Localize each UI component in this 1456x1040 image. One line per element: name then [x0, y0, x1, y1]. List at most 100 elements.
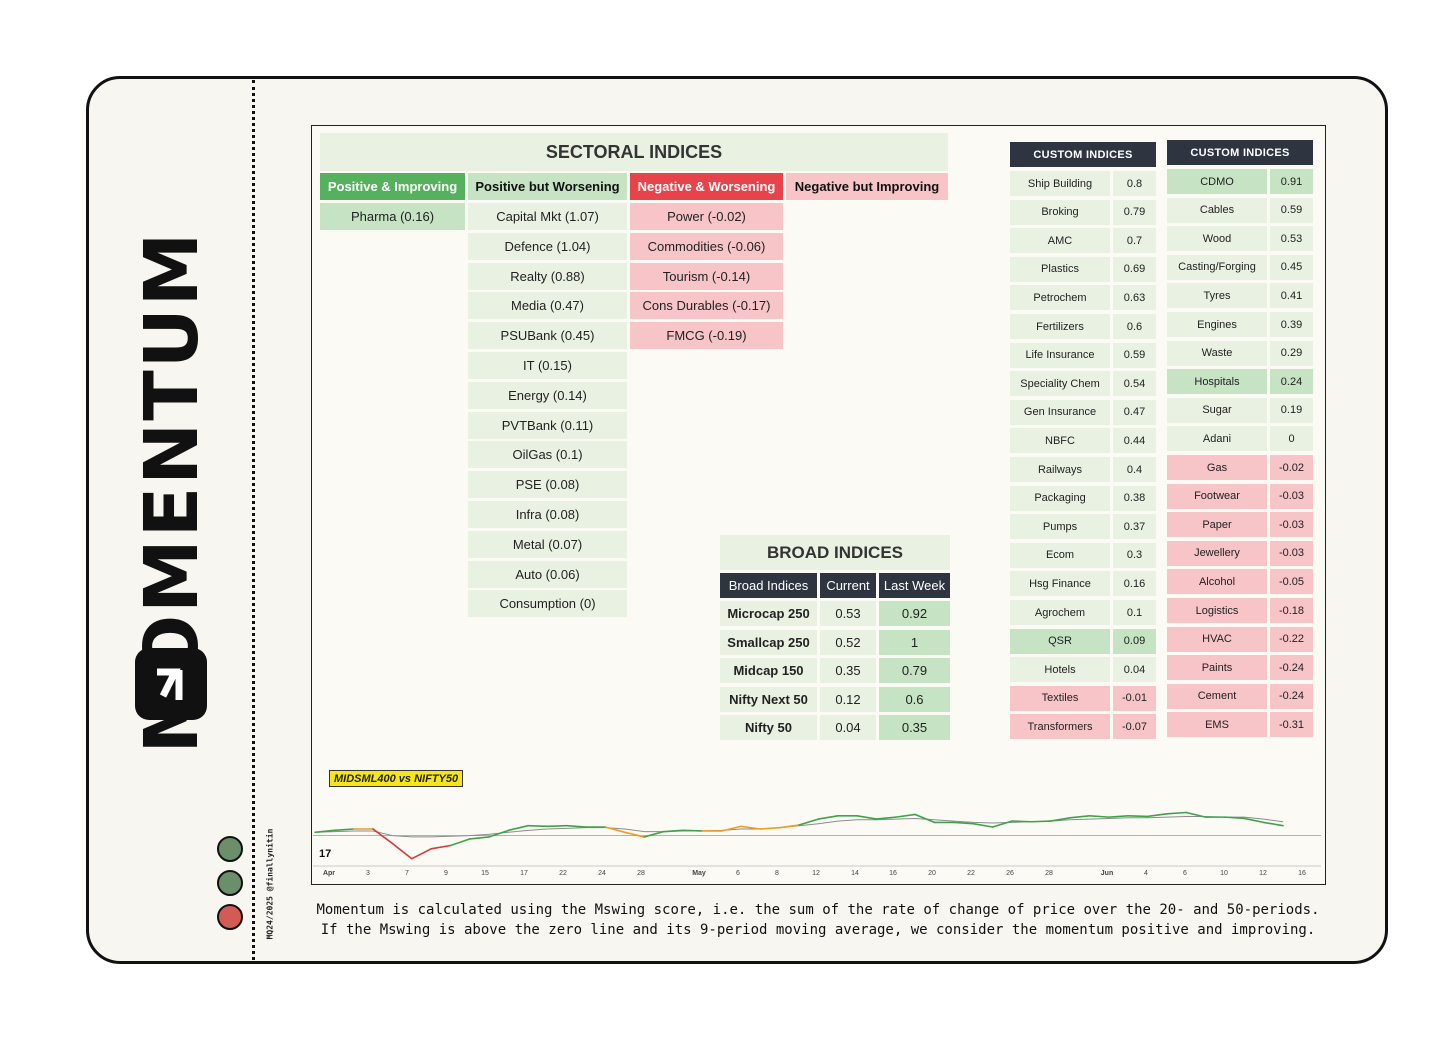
sector-item: Energy (0.14): [468, 381, 627, 409]
custom-row-value: -0.24: [1270, 655, 1313, 681]
sector-item: Realty (0.88): [468, 262, 627, 290]
sector-item: Cons Durables (-0.17): [630, 292, 783, 320]
x-tick-label: 12: [812, 870, 820, 877]
x-tick-label: 17: [520, 870, 528, 877]
momentum-segment: [914, 813, 936, 824]
x-tick-label: 22: [559, 870, 567, 877]
broad-row-value: 1: [879, 629, 950, 655]
custom-row-name: Cement: [1167, 683, 1267, 709]
sector-item: Auto (0.06): [468, 560, 627, 588]
custom-row-value: 0.4: [1113, 457, 1156, 482]
custom-row-value: -0.24: [1270, 683, 1313, 709]
momentum-segment: [449, 838, 471, 847]
status-dot: [217, 870, 243, 896]
x-tick-label: 28: [1045, 870, 1053, 877]
momentum-segment: [1224, 816, 1246, 820]
x-tick-label: Jun: [1100, 870, 1114, 877]
custom-row-value: 0.39: [1270, 312, 1313, 337]
custom-row-name: HVAC: [1167, 626, 1267, 652]
status-dot: [217, 836, 243, 862]
momentum-segment: [333, 828, 355, 832]
custom-row-value: -0.03: [1270, 483, 1313, 509]
momentum-segment: [894, 813, 916, 818]
momentum-segment: [1243, 817, 1265, 824]
custom-row-name: Waste: [1167, 340, 1267, 366]
x-tick-label: 26: [1006, 870, 1014, 877]
custom-header: CUSTOM INDICES: [1010, 142, 1156, 167]
custom-row-value: 0.7: [1113, 228, 1156, 254]
custom-row-value: -0.03: [1270, 512, 1313, 538]
momentum-segment: [817, 814, 839, 820]
sector-item: Infra (0.08): [468, 501, 627, 528]
broad-row-value: 0.79: [879, 658, 950, 683]
sector-item: IT (0.15): [468, 352, 627, 379]
custom-row-value: -0.22: [1270, 626, 1313, 652]
custom-row-value: 0: [1270, 426, 1313, 452]
sectoral-title: SECTORAL INDICES: [320, 133, 948, 171]
custom-row-value: 0.38: [1113, 485, 1156, 511]
custom-row-value: 0.63: [1113, 285, 1156, 311]
momentum-segment: [972, 822, 994, 828]
custom-row-value: 0.37: [1113, 514, 1156, 540]
broad-row-name: Smallcap 250: [720, 629, 817, 655]
custom-row-name: Life Insurance: [1010, 342, 1110, 368]
broad-row-value: 0.35: [879, 715, 950, 740]
custom-row-name: Agrochem: [1010, 600, 1110, 625]
sector-item: OilGas (0.1): [468, 441, 627, 469]
custom-row-name: Textiles: [1010, 685, 1110, 711]
custom-row-name: CDMO: [1167, 169, 1267, 194]
broad-row-name: Nifty 50: [720, 715, 817, 740]
momentum-segment: [1146, 813, 1168, 818]
sector-item: PSE (0.08): [468, 471, 627, 499]
custom-row-name: Gas: [1167, 455, 1267, 480]
footnote-line2: If the Mswing is above the zero line and…: [320, 922, 1316, 938]
custom-row-value: -0.07: [1113, 714, 1156, 740]
momentum-segment: [682, 829, 704, 832]
custom-row-name: Casting/Forging: [1167, 254, 1267, 280]
category-header: Positive & Improving: [320, 173, 465, 200]
custom-row-name: Alcohol: [1167, 569, 1267, 595]
custom-row-value: 0.41: [1270, 283, 1313, 309]
momentum-chart: 17: [313, 811, 1321, 867]
x-tick-label: 20: [928, 870, 936, 877]
custom-row-value: -0.03: [1270, 540, 1313, 566]
custom-row-name: Packaging: [1010, 485, 1110, 511]
custom-row-value: 0.45: [1270, 254, 1313, 280]
sector-item: Metal (0.07): [468, 530, 627, 558]
custom-row-name: Plastics: [1010, 256, 1110, 282]
broad-row-value: 0.52: [820, 629, 876, 655]
tv-logo-icon: 17: [319, 848, 331, 860]
sector-item: Consumption (0): [468, 590, 627, 618]
momentum-segment: [430, 844, 452, 850]
sector-item: Commodities (-0.06): [630, 232, 783, 260]
custom-row-value: 0.54: [1113, 371, 1156, 397]
momentum-segment: [953, 821, 975, 825]
momentum-segment: [604, 826, 626, 834]
custom-row-value: 0.24: [1270, 369, 1313, 395]
x-tick-label: 16: [1298, 870, 1306, 877]
custom-row-name: Wood: [1167, 226, 1267, 252]
momentum-segment: [1262, 821, 1284, 827]
sector-item: Power (-0.02): [630, 203, 783, 230]
sector-item: Tourism (-0.14): [630, 262, 783, 290]
broad-header: Broad Indices: [720, 573, 817, 598]
momentum-segment: [527, 824, 549, 828]
custom-row-value: 0.19: [1270, 397, 1313, 423]
x-tick-label: 8: [775, 870, 779, 877]
custom-row-name: Ecom: [1010, 542, 1110, 568]
broad-row-value: 0.04: [820, 715, 876, 740]
momentum-segment: [469, 836, 491, 840]
custom-row-name: Jewellery: [1167, 540, 1267, 566]
custom-row-name: Pumps: [1010, 514, 1110, 540]
custom-row-name: Transformers: [1010, 714, 1110, 740]
broad-row-name: Midcap 150: [720, 658, 817, 683]
momentum-segment: [1107, 814, 1129, 818]
momentum-segment: [1185, 811, 1207, 818]
custom-header: CUSTOM INDICES: [1167, 140, 1313, 165]
broad-row-value: 0.53: [820, 601, 876, 626]
x-tick-label: Apr: [322, 870, 336, 877]
custom-row-value: -0.02: [1270, 455, 1313, 480]
chart-title: MIDSML400 vs NIFTY50: [329, 770, 464, 787]
custom-row-name: Tyres: [1167, 283, 1267, 309]
momentum-segment: [411, 847, 432, 860]
